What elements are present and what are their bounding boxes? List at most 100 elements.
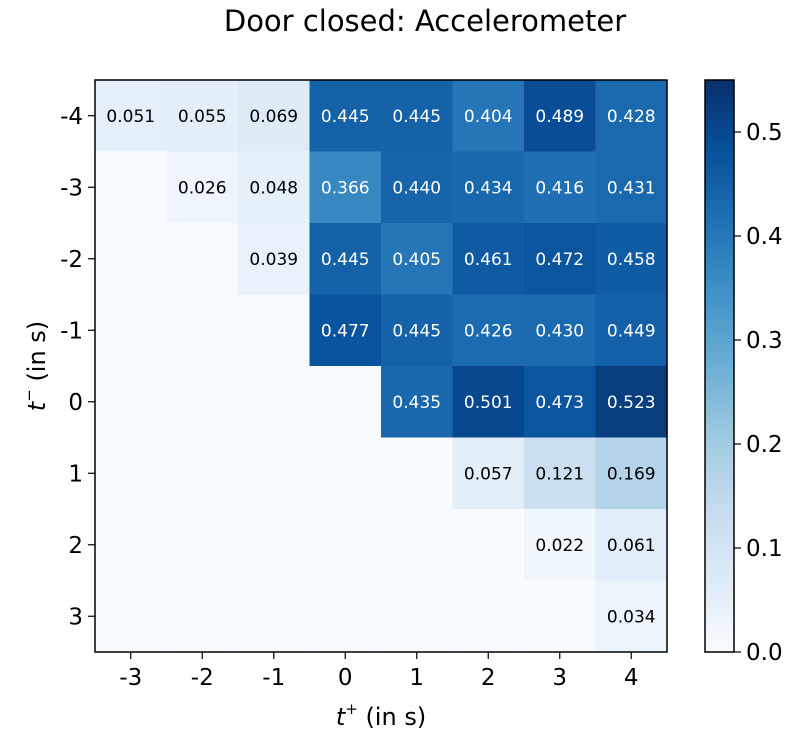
heatmap-cell xyxy=(452,509,525,582)
heatmap-cell xyxy=(238,151,311,224)
heatmap-cell xyxy=(95,80,168,153)
heatmap-cell xyxy=(524,509,597,582)
heatmap-cell xyxy=(381,509,454,582)
heatmap-cell-label: 0.445 xyxy=(392,321,441,341)
heatmap-cell-label: 0.428 xyxy=(607,107,656,127)
heatmap-cell-label: 0.431 xyxy=(607,178,656,198)
heatmap-cell xyxy=(309,509,382,582)
y-tick-label: 1 xyxy=(68,461,83,487)
heatmap-cell xyxy=(95,151,168,224)
heatmap-cell-labels: 0.051 0.055 0.069 0.445 0.445 0.404 0.489 0.428… xyxy=(106,107,655,628)
heatmap-cell xyxy=(309,580,382,653)
heatmap-cell xyxy=(595,437,668,510)
heatmap-cell xyxy=(524,580,597,653)
y-axis-label-symbol: t xyxy=(23,400,51,411)
heatmap-cell-label: 0.416 xyxy=(535,178,584,198)
heatmap-cell xyxy=(452,437,525,510)
x-tick-label: -1 xyxy=(262,665,285,691)
heatmap-cell-label: 0.426 xyxy=(464,321,513,341)
heatmap-cell-label: 0.034 xyxy=(607,607,656,627)
x-tick-label: 3 xyxy=(552,665,567,691)
heatmap-cell-label: 0.404 xyxy=(464,107,513,127)
heatmap-cell xyxy=(381,223,454,296)
y-axis-label-unit: (in s) xyxy=(23,321,51,389)
heatmap-cell xyxy=(166,151,239,224)
heatmap-cell xyxy=(166,294,239,367)
heatmap-cell xyxy=(381,437,454,510)
x-axis-label: t+ (in s) xyxy=(336,700,426,731)
heatmap-cell-label: 0.405 xyxy=(392,250,441,270)
y-axis-label-sup: − xyxy=(20,389,38,402)
heatmap-cell xyxy=(595,80,668,153)
heatmap-cell-label: 0.061 xyxy=(607,536,656,556)
heatmap-cell-label: 0.048 xyxy=(249,178,298,198)
heatmap-cell xyxy=(238,437,311,510)
heatmap-cell-label: 0.445 xyxy=(321,107,370,127)
heatmap-cell xyxy=(166,366,239,439)
heatmap-cell xyxy=(524,151,597,224)
x-tick-label: 2 xyxy=(481,665,496,691)
colorbar-tick-label: 0.4 xyxy=(746,224,783,250)
heatmap-cell-label: 0.477 xyxy=(321,321,370,341)
heatmap-cell xyxy=(309,151,382,224)
colorbar xyxy=(704,79,735,653)
x-axis-label-symbol: t xyxy=(336,703,347,731)
heatmap-cell xyxy=(95,294,168,367)
heatmap-cell-label: 0.434 xyxy=(464,178,513,198)
heatmap-cell xyxy=(238,509,311,582)
heatmap-cell-label: 0.435 xyxy=(392,393,441,413)
plot-frame xyxy=(94,79,668,653)
colorbar-ticks: 0.0 0.1 0.2 0.3 0.4 0.5 xyxy=(734,120,783,666)
heatmap-cell-label: 0.445 xyxy=(392,107,441,127)
y-tick-label: 3 xyxy=(68,604,83,630)
x-tick-label: 4 xyxy=(624,665,639,691)
heatmap-cell-label: 0.026 xyxy=(178,178,227,198)
heatmap-cell-label: 0.440 xyxy=(392,178,441,198)
heatmap-cell-label: 0.366 xyxy=(321,178,370,198)
heatmap-cell-label: 0.055 xyxy=(178,107,227,127)
heatmap-cell xyxy=(166,580,239,653)
heatmap-cell xyxy=(524,437,597,510)
y-tick-label: 0 xyxy=(68,390,83,416)
colorbar-tick-label: 0.3 xyxy=(746,328,783,354)
heatmap-cell xyxy=(524,80,597,153)
heatmap-cell-label: 0.473 xyxy=(535,393,584,413)
heatmap-cell xyxy=(452,80,525,153)
heatmap-cell-label: 0.523 xyxy=(607,393,656,413)
colorbar-tick-label: 0.0 xyxy=(746,640,783,666)
heatmap-cell-label: 0.472 xyxy=(535,250,584,270)
heatmap-cell xyxy=(595,509,668,582)
heatmap-cell xyxy=(95,580,168,653)
heatmap-cell-label: 0.489 xyxy=(535,107,584,127)
heatmap-cell-label: 0.449 xyxy=(607,321,656,341)
heatmap-cell xyxy=(452,580,525,653)
x-tick-label: 0 xyxy=(338,665,353,691)
colorbar-tick-label: 0.1 xyxy=(746,536,783,562)
heatmap-cell xyxy=(238,580,311,653)
heatmap-cell xyxy=(381,580,454,653)
heatmap-cell-label: 0.121 xyxy=(535,464,584,484)
heatmap-cell xyxy=(95,366,168,439)
heatmap-cell xyxy=(452,151,525,224)
heatmap-cell xyxy=(595,580,668,653)
heatmap-cell xyxy=(309,223,382,296)
heatmap-cell xyxy=(238,80,311,153)
heatmap-cells xyxy=(95,80,668,653)
heatmap-cell xyxy=(166,437,239,510)
y-tick-label: -1 xyxy=(60,318,83,344)
x-axis-ticks: -3 -2 -1 0 1 2 3 4 xyxy=(119,652,639,691)
y-tick-label: 2 xyxy=(68,533,83,559)
heatmap-cell xyxy=(309,294,382,367)
y-axis-label: t− (in s) xyxy=(20,321,51,411)
chart-title: Door closed: Accelerometer xyxy=(224,4,626,38)
x-tick-label: -3 xyxy=(119,665,142,691)
heatmap-cell xyxy=(238,294,311,367)
heatmap-cell-label: 0.501 xyxy=(464,393,513,413)
heatmap-cell xyxy=(452,294,525,367)
heatmap-cell-label: 0.458 xyxy=(607,250,656,270)
heatmap-cell xyxy=(166,80,239,153)
heatmap-cell-label: 0.022 xyxy=(535,536,584,556)
y-tick-label: -4 xyxy=(60,104,83,130)
heatmap-cell-label: 0.430 xyxy=(535,321,584,341)
heatmap-cell-label: 0.445 xyxy=(321,250,370,270)
